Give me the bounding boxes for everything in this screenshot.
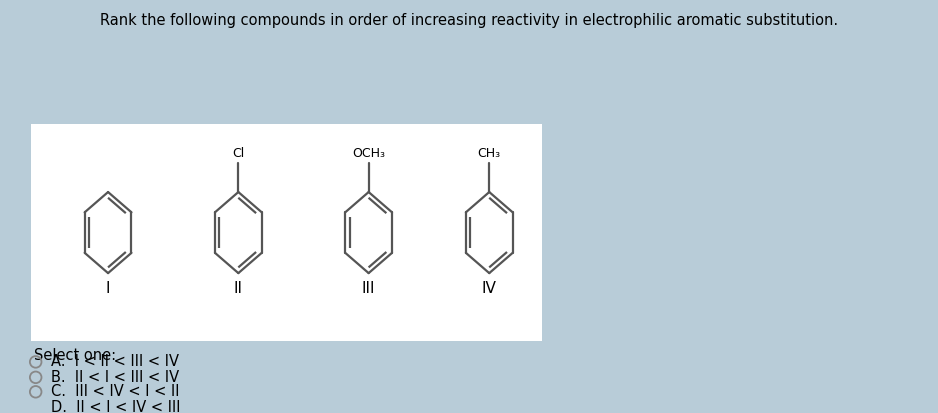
Text: B.  II < I < III < IV: B. II < I < III < IV <box>52 370 179 385</box>
Text: D.  II < I < IV < III: D. II < I < IV < III <box>52 400 181 413</box>
FancyBboxPatch shape <box>31 123 542 341</box>
Text: III: III <box>362 281 375 296</box>
Text: II: II <box>234 281 243 296</box>
Text: Cl: Cl <box>233 147 245 160</box>
Text: OCH₃: OCH₃ <box>352 147 386 160</box>
Text: Select one:: Select one: <box>34 349 116 363</box>
Text: A.  I < II < III < IV: A. I < II < III < IV <box>52 354 179 369</box>
Text: Rank the following compounds in order of increasing reactivity in electrophilic : Rank the following compounds in order of… <box>100 12 838 28</box>
Text: I: I <box>106 281 111 296</box>
Text: CH₃: CH₃ <box>477 147 501 160</box>
Text: IV: IV <box>482 281 497 296</box>
Text: C.  III < IV < I < II: C. III < IV < I < II <box>52 385 180 399</box>
